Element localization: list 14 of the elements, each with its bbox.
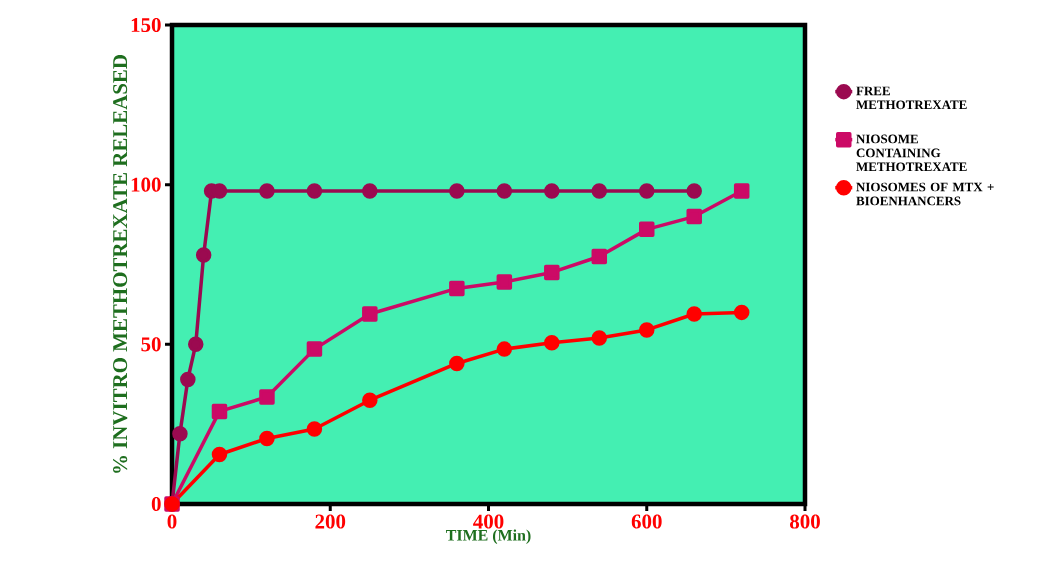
x-tick-label: 400 bbox=[473, 514, 504, 529]
y-tick-label: 100 bbox=[131, 177, 161, 192]
x-tick-label: 0 bbox=[167, 514, 177, 529]
x-axis-title: TIME (Min) bbox=[446, 529, 531, 544]
y-tick-label: 150 bbox=[131, 17, 161, 33]
legend-label: NIOSOMES OF MTX + BIOENHANCERS bbox=[856, 182, 994, 206]
y-tick-label: 0 bbox=[151, 496, 161, 512]
y-tick-label: 50 bbox=[141, 337, 161, 352]
x-tick-label: 200 bbox=[315, 514, 346, 529]
y-axis-title: % INVITRO METHOTREXATE RELEASED bbox=[113, 55, 128, 473]
x-tick-label: 600 bbox=[631, 514, 662, 529]
legend-label: FREE METHOTREXATE bbox=[856, 86, 967, 110]
legend-label: NIOSOME CONTAINING METHOTREXATE bbox=[856, 134, 967, 172]
x-tick-label: 800 bbox=[790, 514, 820, 529]
